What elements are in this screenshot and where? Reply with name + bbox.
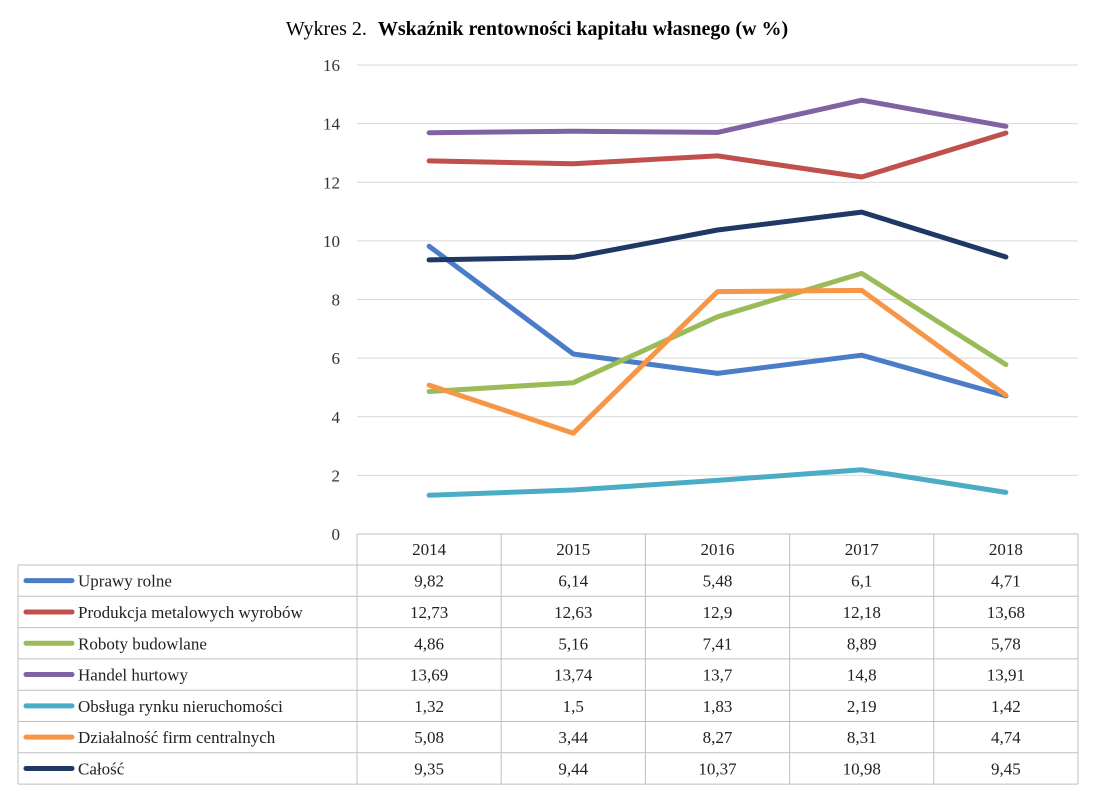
data-label: 12,9 bbox=[703, 603, 733, 622]
data-label: 8,27 bbox=[703, 728, 733, 747]
data-label: 10,98 bbox=[843, 759, 881, 778]
data-label: 8,31 bbox=[847, 728, 877, 747]
y-tick-label: 16 bbox=[323, 56, 340, 75]
data-label: 7,41 bbox=[703, 634, 733, 653]
data-label: 6,14 bbox=[558, 572, 588, 591]
data-label: 5,48 bbox=[703, 572, 733, 591]
chart-title-prefix: Wykres 2. bbox=[286, 18, 367, 40]
data-label: 4,74 bbox=[991, 728, 1021, 747]
data-label: 9,35 bbox=[414, 759, 444, 778]
data-label: 3,44 bbox=[558, 728, 588, 747]
x-tick-label: 2016 bbox=[701, 540, 735, 559]
y-tick-label: 6 bbox=[332, 349, 341, 368]
series-line bbox=[426, 467, 1009, 498]
data-label: 6,1 bbox=[851, 572, 872, 591]
series-line bbox=[426, 209, 1009, 263]
data-label: 13,7 bbox=[703, 666, 733, 685]
data-label: 1,42 bbox=[991, 697, 1021, 716]
series-line bbox=[426, 270, 1009, 394]
data-label: 10,37 bbox=[698, 759, 737, 778]
gridlines bbox=[357, 64, 1078, 476]
chart-title-text: Wskaźnik rentowności kapitału własnego (… bbox=[378, 18, 788, 40]
series-line bbox=[426, 97, 1009, 136]
y-tick-label: 0 bbox=[332, 525, 341, 544]
x-tick-label: 2014 bbox=[412, 540, 447, 559]
data-label: 5,78 bbox=[991, 634, 1021, 653]
data-label: 8,89 bbox=[847, 634, 877, 653]
chart-title: Wykres 2. Wskaźnik rentowności kapitału … bbox=[286, 18, 788, 40]
data-label: 13,91 bbox=[987, 666, 1025, 685]
data-label: 13,68 bbox=[987, 603, 1025, 622]
data-label: 4,86 bbox=[414, 634, 444, 653]
legend-label: Handel hurtowy bbox=[78, 666, 189, 685]
y-tick-label: 14 bbox=[323, 115, 341, 134]
series-lines bbox=[426, 97, 1009, 498]
legend-label: Całość bbox=[78, 759, 125, 778]
data-label: 9,44 bbox=[558, 759, 588, 778]
legend-label: Obsługa rynku nieruchomości bbox=[78, 697, 283, 716]
data-label: 12,73 bbox=[410, 603, 448, 622]
data-label: 2,19 bbox=[847, 697, 877, 716]
data-label: 5,08 bbox=[414, 728, 444, 747]
y-tick-label: 12 bbox=[323, 173, 340, 192]
data-label: 9,45 bbox=[991, 759, 1021, 778]
series-line bbox=[426, 130, 1009, 180]
data-label: 4,71 bbox=[991, 572, 1021, 591]
y-tick-label: 2 bbox=[332, 466, 341, 485]
series-line bbox=[426, 243, 1009, 399]
data-label: 12,63 bbox=[554, 603, 592, 622]
data-label: 13,74 bbox=[554, 666, 593, 685]
x-tick-label: 2015 bbox=[556, 540, 590, 559]
x-tick-label: 2017 bbox=[845, 540, 880, 559]
y-tick-label: 8 bbox=[332, 291, 341, 310]
data-label: 14,8 bbox=[847, 666, 877, 685]
legend-label: Działalność firm centralnych bbox=[78, 728, 276, 747]
legend-label: Roboty budowlane bbox=[78, 634, 207, 653]
data-label: 13,69 bbox=[410, 666, 448, 685]
y-tick-label: 10 bbox=[323, 232, 340, 251]
data-label: 9,82 bbox=[414, 572, 444, 591]
x-tick-label: 2018 bbox=[989, 540, 1023, 559]
data-label: 1,32 bbox=[414, 697, 444, 716]
data-label: 12,18 bbox=[843, 603, 881, 622]
legend-label: Produkcja metalowych wyrobów bbox=[78, 603, 303, 622]
legend-label: Uprawy rolne bbox=[78, 572, 172, 591]
series-line bbox=[426, 287, 1009, 436]
y-axis-ticks: 0 2 4 6 8 10 12 14 16 bbox=[323, 56, 341, 544]
data-label: 5,16 bbox=[558, 634, 588, 653]
data-label: 1,5 bbox=[563, 697, 584, 716]
data-label: 1,83 bbox=[703, 697, 733, 716]
y-tick-label: 4 bbox=[332, 408, 341, 427]
